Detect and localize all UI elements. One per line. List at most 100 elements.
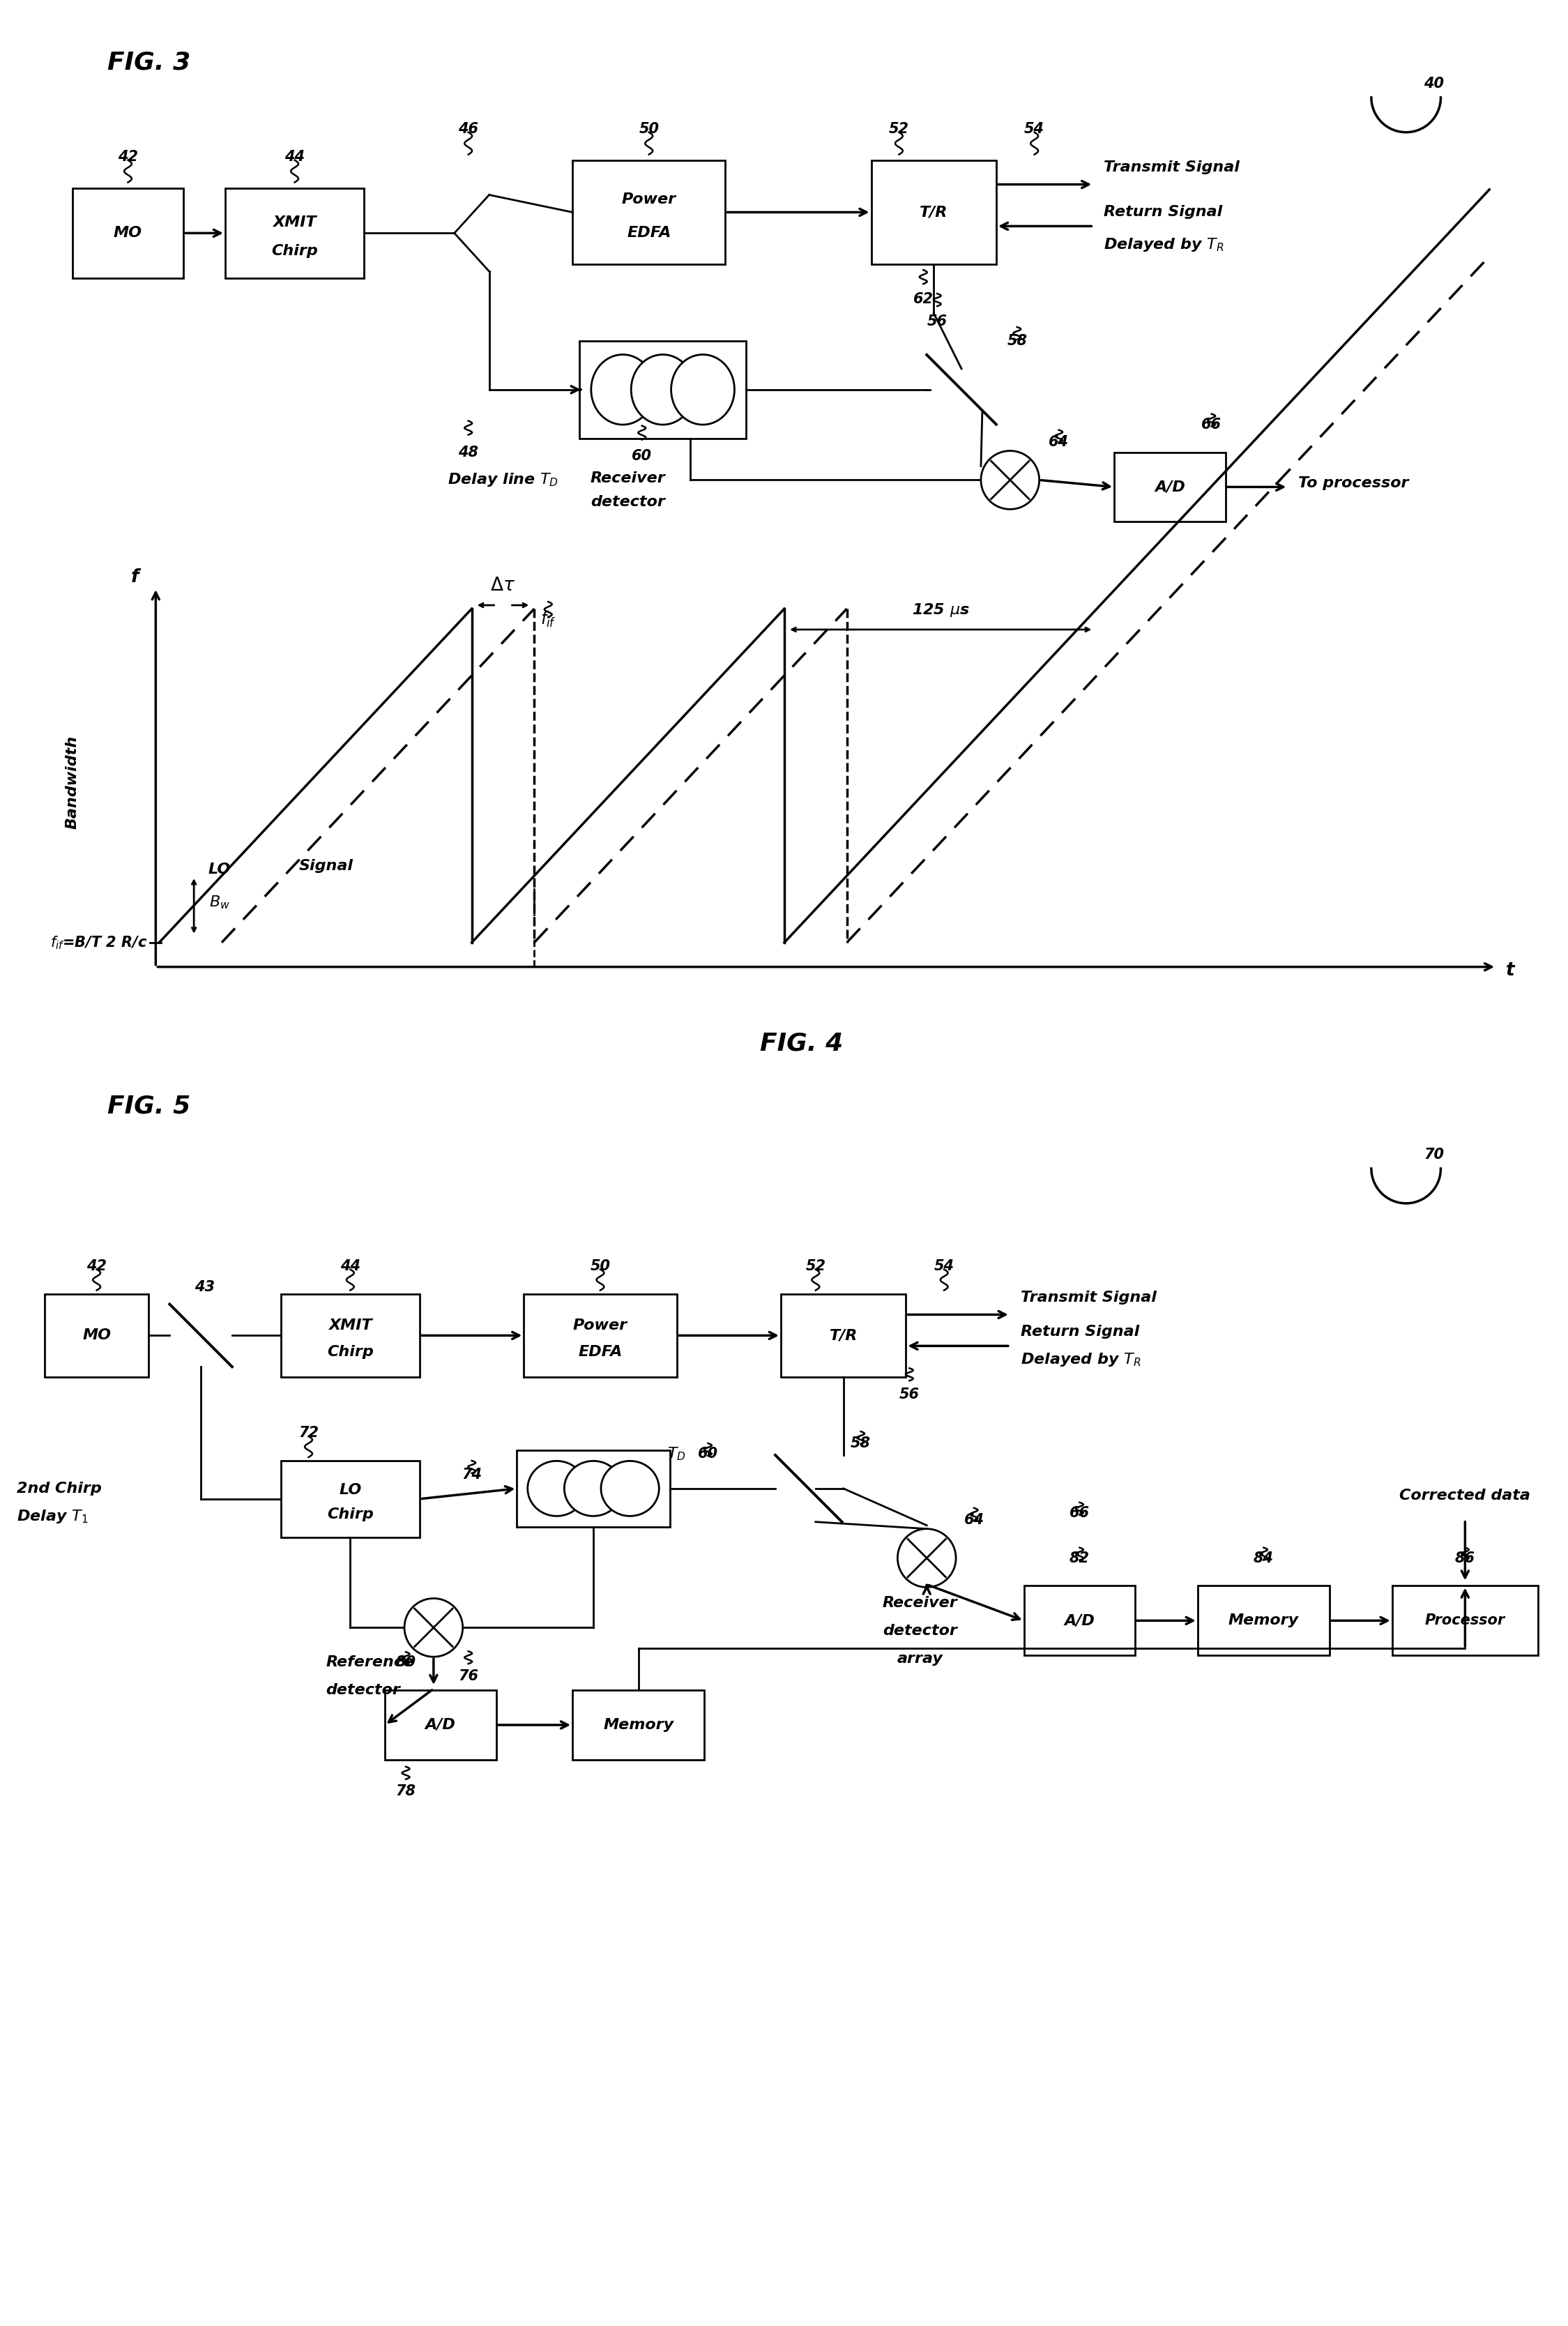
Ellipse shape bbox=[671, 354, 734, 426]
Text: 66: 66 bbox=[1201, 416, 1221, 430]
Text: Memory: Memory bbox=[604, 1719, 674, 1733]
Text: 64: 64 bbox=[964, 1512, 985, 1526]
Text: XMIT: XMIT bbox=[273, 216, 317, 230]
Text: 46: 46 bbox=[458, 121, 478, 135]
Text: 72: 72 bbox=[298, 1426, 318, 1440]
FancyBboxPatch shape bbox=[72, 188, 183, 279]
Text: 58: 58 bbox=[1007, 335, 1027, 349]
Text: EDFA: EDFA bbox=[579, 1344, 622, 1358]
Text: 42: 42 bbox=[86, 1258, 107, 1272]
Text: 64: 64 bbox=[1049, 435, 1069, 449]
Text: To processor: To processor bbox=[1298, 477, 1410, 491]
Text: Corrected data: Corrected data bbox=[1400, 1489, 1530, 1503]
Text: 56: 56 bbox=[927, 314, 947, 328]
Text: FIG. 5: FIG. 5 bbox=[107, 1093, 190, 1119]
Text: 52: 52 bbox=[806, 1258, 826, 1272]
Text: Bandwidth: Bandwidth bbox=[66, 735, 80, 830]
Text: Memory: Memory bbox=[1228, 1614, 1298, 1628]
Text: 66: 66 bbox=[1069, 1505, 1090, 1519]
Text: T/R: T/R bbox=[919, 205, 947, 219]
Text: Power: Power bbox=[572, 1319, 627, 1333]
Text: $T_D$: $T_D$ bbox=[668, 1444, 687, 1463]
Ellipse shape bbox=[601, 1461, 659, 1517]
Text: A/D: A/D bbox=[425, 1719, 456, 1733]
Text: $B_w$: $B_w$ bbox=[209, 893, 230, 912]
Text: Receiver: Receiver bbox=[883, 1596, 958, 1610]
Text: detector: detector bbox=[326, 1684, 400, 1698]
Ellipse shape bbox=[564, 1461, 622, 1517]
Text: Delayed by $T_R$: Delayed by $T_R$ bbox=[1104, 237, 1225, 254]
Text: FIG. 3: FIG. 3 bbox=[107, 51, 190, 74]
Text: T/R: T/R bbox=[829, 1328, 858, 1342]
Text: MO: MO bbox=[113, 226, 143, 240]
FancyBboxPatch shape bbox=[517, 1449, 670, 1526]
Text: 74: 74 bbox=[461, 1468, 481, 1482]
Text: A/D: A/D bbox=[1154, 479, 1185, 493]
Circle shape bbox=[982, 451, 1040, 509]
Text: 84: 84 bbox=[1253, 1551, 1273, 1565]
Text: detector: detector bbox=[591, 495, 665, 509]
Ellipse shape bbox=[630, 354, 695, 426]
Text: Transmit Signal: Transmit Signal bbox=[1104, 160, 1240, 174]
Text: t: t bbox=[1505, 961, 1515, 979]
Text: MO: MO bbox=[83, 1328, 111, 1342]
FancyBboxPatch shape bbox=[572, 1691, 704, 1761]
Text: XMIT: XMIT bbox=[328, 1319, 372, 1333]
Text: Delay line $T_D$: Delay line $T_D$ bbox=[447, 472, 558, 488]
Text: 125 $\mu$s: 125 $\mu$s bbox=[911, 602, 969, 619]
Text: 44: 44 bbox=[284, 149, 304, 163]
FancyBboxPatch shape bbox=[872, 160, 996, 265]
Circle shape bbox=[405, 1598, 463, 1656]
Text: Power: Power bbox=[621, 193, 676, 207]
FancyBboxPatch shape bbox=[226, 188, 364, 279]
Text: 42: 42 bbox=[118, 149, 138, 163]
Text: EDFA: EDFA bbox=[627, 226, 671, 240]
FancyBboxPatch shape bbox=[781, 1293, 906, 1377]
FancyBboxPatch shape bbox=[572, 160, 726, 265]
Text: 80: 80 bbox=[395, 1656, 416, 1670]
Text: 54: 54 bbox=[1024, 121, 1044, 135]
Text: 48: 48 bbox=[458, 444, 478, 458]
FancyBboxPatch shape bbox=[1115, 451, 1226, 521]
Text: 56: 56 bbox=[900, 1389, 919, 1403]
FancyBboxPatch shape bbox=[384, 1691, 495, 1761]
Text: LO: LO bbox=[209, 863, 230, 877]
Text: Chirp: Chirp bbox=[328, 1344, 373, 1358]
Text: A/D: A/D bbox=[1065, 1614, 1094, 1628]
Text: f: f bbox=[130, 568, 140, 586]
Text: $f_{if}$=B/T 2 R/c: $f_{if}$=B/T 2 R/c bbox=[50, 935, 147, 951]
FancyBboxPatch shape bbox=[281, 1293, 420, 1377]
Text: 58: 58 bbox=[851, 1437, 870, 1449]
Text: 62: 62 bbox=[913, 293, 933, 307]
FancyBboxPatch shape bbox=[281, 1461, 420, 1537]
FancyBboxPatch shape bbox=[1024, 1586, 1135, 1656]
Text: Transmit Signal: Transmit Signal bbox=[1021, 1291, 1156, 1305]
Text: 54: 54 bbox=[935, 1258, 955, 1272]
Text: 78: 78 bbox=[395, 1784, 416, 1798]
Text: $\Delta\tau$: $\Delta\tau$ bbox=[491, 577, 516, 595]
Text: $f_{if}$: $f_{if}$ bbox=[541, 609, 557, 628]
Text: 76: 76 bbox=[458, 1670, 478, 1684]
Text: array: array bbox=[897, 1651, 942, 1665]
FancyBboxPatch shape bbox=[44, 1293, 149, 1377]
Text: Delayed by $T_R$: Delayed by $T_R$ bbox=[1021, 1351, 1142, 1368]
Text: 70: 70 bbox=[1424, 1147, 1444, 1161]
Text: FIG. 4: FIG. 4 bbox=[760, 1030, 844, 1056]
Ellipse shape bbox=[591, 354, 654, 426]
Text: 44: 44 bbox=[340, 1258, 361, 1272]
FancyBboxPatch shape bbox=[524, 1293, 677, 1377]
Text: Receiver: Receiver bbox=[591, 472, 666, 486]
Text: 60: 60 bbox=[698, 1447, 718, 1461]
Text: Processor: Processor bbox=[1425, 1614, 1505, 1628]
Text: Reference: Reference bbox=[326, 1656, 414, 1670]
Text: Return Signal: Return Signal bbox=[1021, 1326, 1140, 1340]
Ellipse shape bbox=[527, 1461, 586, 1517]
Text: 52: 52 bbox=[889, 121, 909, 135]
Text: Chirp: Chirp bbox=[271, 244, 318, 258]
Text: Return Signal: Return Signal bbox=[1104, 205, 1223, 219]
Text: 50: 50 bbox=[590, 1258, 610, 1272]
Text: 60: 60 bbox=[632, 449, 652, 463]
Text: Delay $T_1$: Delay $T_1$ bbox=[17, 1507, 88, 1524]
Text: 43: 43 bbox=[194, 1279, 215, 1293]
Text: 2nd Chirp: 2nd Chirp bbox=[17, 1482, 102, 1496]
